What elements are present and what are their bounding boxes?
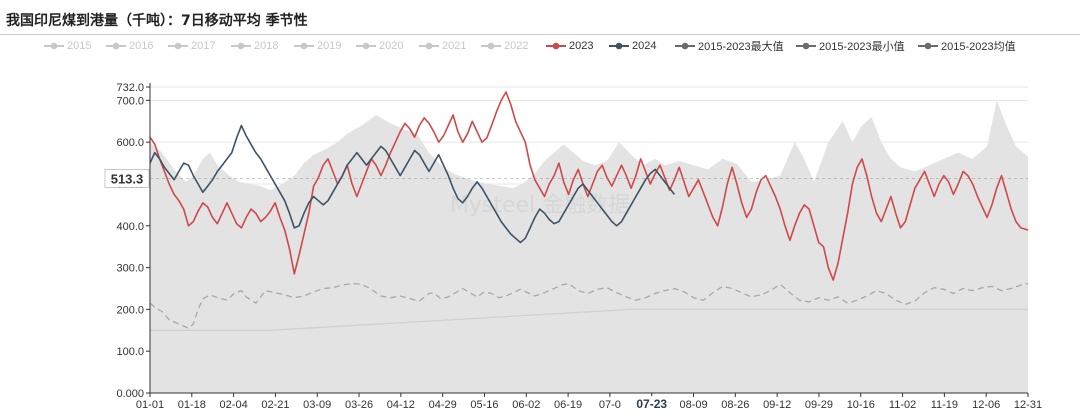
series-line-2023 bbox=[149, 91, 1029, 281]
x-tick-label: 11-02 bbox=[889, 399, 916, 411]
legend-swatch-icon bbox=[294, 42, 314, 50]
x-tick-label: 09-29 bbox=[805, 399, 833, 411]
legend-label: 2018 bbox=[254, 40, 279, 52]
title-divider bbox=[0, 34, 1080, 35]
legend-item-2016[interactable]: 2016 bbox=[106, 38, 153, 54]
y-tick-label: 300.0 bbox=[116, 263, 144, 275]
legend-item-2021[interactable]: 2021 bbox=[419, 38, 466, 54]
legend-item-2019[interactable]: 2019 bbox=[294, 38, 341, 54]
legend-swatch-icon bbox=[356, 42, 376, 50]
x-tick-label: 08-26 bbox=[721, 399, 749, 411]
legend-swatch-icon bbox=[796, 42, 816, 50]
legend-item-2020[interactable]: 2020 bbox=[356, 38, 403, 54]
legend-item-2015-2023最大值[interactable]: 2015-2023最大值 bbox=[675, 38, 784, 54]
legend-label: 2021 bbox=[442, 40, 467, 52]
x-tick-label: 01-01 bbox=[136, 399, 164, 411]
x-tick-label: 10-16 bbox=[847, 399, 875, 411]
legend-label: 2023 bbox=[569, 40, 594, 52]
legend-swatch-icon bbox=[419, 42, 439, 50]
legend-swatch-icon bbox=[168, 42, 188, 50]
legend-label: 2016 bbox=[129, 40, 154, 52]
y-tick-label: 100.0 bbox=[116, 346, 144, 358]
x-tick-label: 03-26 bbox=[345, 399, 373, 411]
series-line-2015-2023最小值 bbox=[150, 308, 1028, 331]
legend-label: 2022 bbox=[504, 40, 529, 52]
legend-item-2017[interactable]: 2017 bbox=[168, 38, 215, 54]
x-tick-label: 07-23 bbox=[636, 397, 667, 411]
x-tick-label: 08-09 bbox=[679, 399, 707, 411]
y-marker-box bbox=[104, 169, 150, 188]
legend-label: 2020 bbox=[379, 40, 404, 52]
legend-item-2018[interactable]: 2018 bbox=[231, 38, 278, 54]
watermark-text: Mysteel 金融数据 bbox=[450, 193, 630, 218]
chart-title: 我国印尼煤到港量（千吨）：7日移动平均 季节性 bbox=[6, 13, 308, 29]
legend-label: 2015-2023最小值 bbox=[819, 41, 905, 53]
series-area-max bbox=[150, 100, 1028, 394]
y-marker-label: 513.3 bbox=[111, 171, 144, 186]
legend-swatch-icon bbox=[675, 42, 695, 50]
legend-item-2024[interactable]: 2024 bbox=[609, 38, 656, 54]
legend-label: 2017 bbox=[191, 40, 216, 52]
x-tick-label: 06-19 bbox=[554, 399, 582, 411]
legend-label: 2019 bbox=[317, 40, 342, 52]
legend-swatch-icon bbox=[481, 42, 501, 50]
legend-item-2022[interactable]: 2022 bbox=[481, 38, 528, 54]
legend-label: 2015-2023最大值 bbox=[698, 41, 784, 53]
x-tick-label: 04-12 bbox=[387, 399, 415, 411]
series-line-2015-2023均值 bbox=[149, 282, 1029, 329]
x-tick-label: 04-29 bbox=[429, 399, 457, 411]
legend-item-2015[interactable]: 2015 bbox=[44, 38, 91, 54]
legend-label: 2015-2023均值 bbox=[941, 41, 1016, 53]
x-tick-label: 12-06 bbox=[972, 399, 1000, 411]
legend-item-2023[interactable]: 2023 bbox=[546, 38, 593, 54]
legend-swatch-icon bbox=[106, 42, 126, 50]
x-tick-label: 02-04 bbox=[220, 399, 248, 411]
x-tick-label: 12-31 bbox=[1014, 399, 1042, 411]
chart-legend: 2015 2016 2017 2018 2019 2020 2021 2022 2023 2024… bbox=[0, 38, 1080, 54]
legend-label: 2024 bbox=[632, 40, 657, 52]
x-tick-label: 06-02 bbox=[512, 399, 540, 411]
x-tick-label: 03-09 bbox=[303, 399, 331, 411]
x-tick-label: 05-16 bbox=[470, 399, 498, 411]
y-tick-label: 732.0 bbox=[116, 82, 144, 94]
x-tick-label: 11-19 bbox=[931, 399, 958, 411]
y-tick-label: 200.0 bbox=[116, 304, 144, 316]
x-tick-label: 09-12 bbox=[763, 399, 791, 411]
x-tick-label: 01-18 bbox=[178, 399, 206, 411]
legend-swatch-icon bbox=[231, 42, 251, 50]
series-line-2024 bbox=[149, 124, 676, 244]
legend-item-2015-2023均值[interactable]: 2015-2023均值 bbox=[918, 38, 1016, 54]
legend-swatch-icon bbox=[546, 42, 566, 50]
legend-item-2015-2023最小值[interactable]: 2015-2023最小值 bbox=[796, 38, 905, 54]
legend-swatch-icon bbox=[609, 42, 629, 50]
legend-label: 2015 bbox=[67, 40, 92, 52]
y-tick-label: 600.0 bbox=[116, 137, 144, 149]
x-tick-label: 07-0 bbox=[599, 399, 621, 411]
x-highlight-bg bbox=[629, 396, 674, 412]
y-tick-label: 0.000 bbox=[116, 388, 144, 400]
x-tick-label: 02-21 bbox=[261, 399, 289, 411]
y-tick-label: 400.0 bbox=[116, 221, 144, 233]
legend-swatch-icon bbox=[44, 42, 64, 50]
legend-swatch-icon bbox=[918, 42, 938, 50]
y-tick-label: 700.0 bbox=[116, 95, 144, 107]
